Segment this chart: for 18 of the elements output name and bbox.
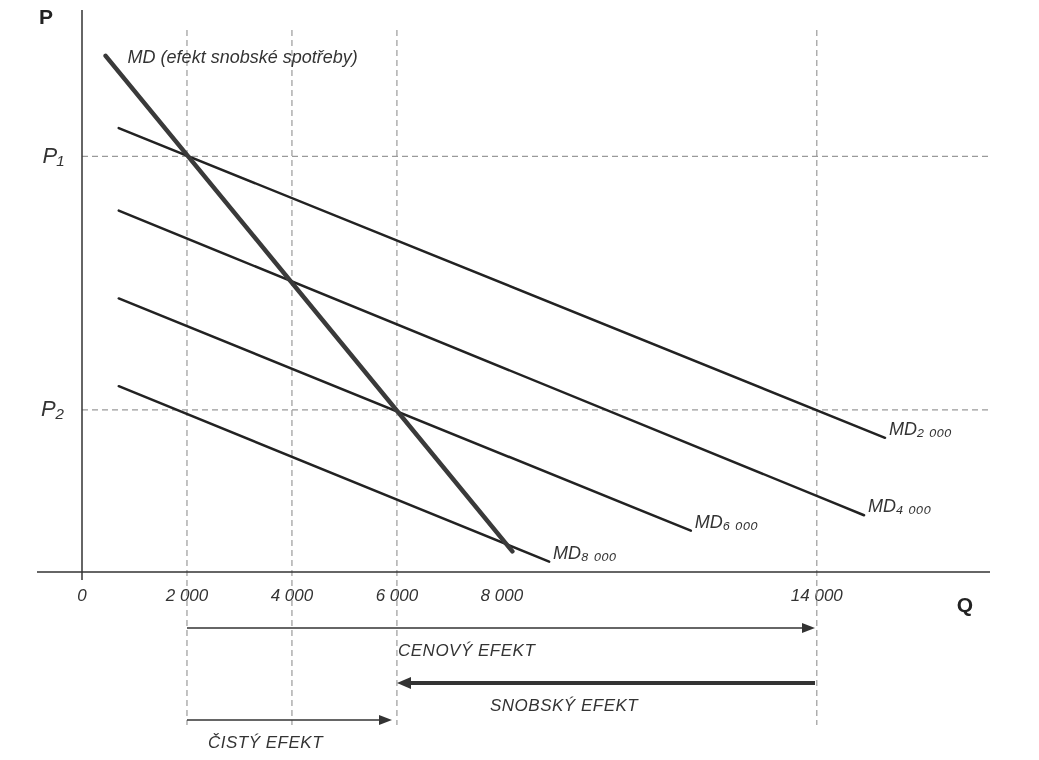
series-label: MD₂ ₀₀₀ [889,418,953,439]
x-tick-label: 8 000 [480,585,524,605]
x-tick-label: 0 [77,585,88,605]
series-label: MD₄ ₀₀₀ [868,496,932,517]
x-tick-label: 4 000 [270,585,314,605]
series-label: MD₈ ₀₀₀ [553,542,617,563]
x-tick-label: 6 000 [375,585,419,605]
y-axis-title: P [38,4,54,28]
series-label: MD (efekt snobské spotřeby) [127,46,358,67]
x-tick-label: 14 000 [790,585,844,605]
series-label: MD₆ ₀₀₀ [694,511,759,532]
text: SNOBSKÝ EFEKT [490,696,639,716]
ref-line-label: P₁ [42,142,65,168]
x-axis-title: Q [956,592,974,616]
x-tick-label: 2 000 [164,585,209,605]
text: ČISTÝ EFEKT [208,733,324,753]
text: CENOVÝ EFEKT [398,641,536,661]
ref-line-label: P₂ [40,396,65,422]
